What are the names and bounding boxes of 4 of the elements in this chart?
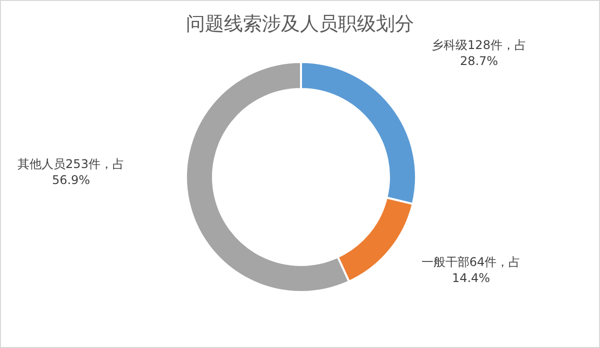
chart-title: 问题线索涉及人员职级划分 — [185, 12, 415, 37]
slice-label: 其他人员253件，占56.9% — [16, 156, 126, 188]
slice-label: 乡科级128件，占28.7% — [430, 37, 528, 69]
slice-label: 一般干部64件，占14.4% — [420, 254, 522, 286]
